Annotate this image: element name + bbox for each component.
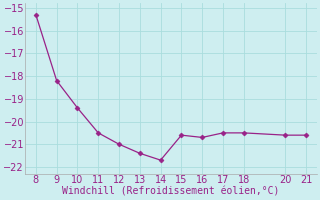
X-axis label: Windchill (Refroidissement éolien,°C): Windchill (Refroidissement éolien,°C) [62,187,280,197]
